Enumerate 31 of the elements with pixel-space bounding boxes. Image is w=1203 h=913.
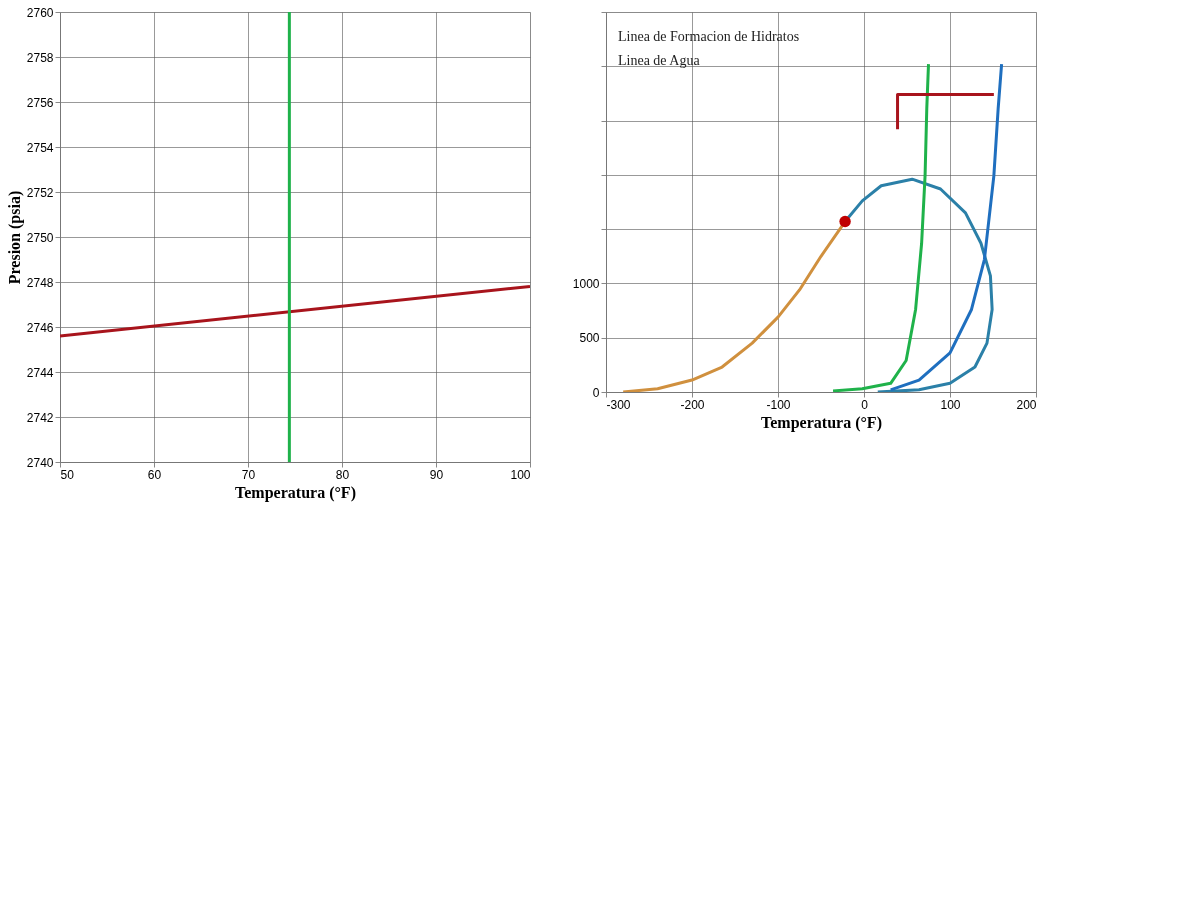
y-tick-label: 0 (592, 385, 600, 400)
y-axis-title: Presion (psia) (5, 190, 24, 285)
y-tick-label: 2740 (26, 455, 54, 470)
x-tick-label: 50 (60, 467, 75, 482)
y-tick-label: 2748 (26, 275, 54, 290)
x-tick-label: 70 (241, 467, 256, 482)
y-tick-label: 2750 (26, 230, 54, 245)
x-tick-label: 200 (1016, 397, 1037, 412)
x-axis-title: Temperatura (°F) (235, 483, 356, 502)
y-tick-label: 1000 (572, 276, 600, 291)
y-tick-label: 2756 (26, 95, 54, 110)
x-tick-label: 100 (940, 397, 961, 412)
x-tick-label: 0 (861, 397, 869, 412)
x-tick-label: -200 (680, 397, 705, 412)
x-tick-label: 90 (429, 467, 444, 482)
y-tick-label: 2760 (26, 5, 54, 20)
y-tick-label: 2746 (26, 320, 54, 335)
y-tick-label: 2754 (26, 140, 54, 155)
y-tick-label: 2744 (26, 365, 54, 380)
y-tick-label: 2742 (26, 410, 54, 425)
annotation: Linea de Agua (618, 53, 701, 68)
x-tick-label: -300 (606, 397, 631, 412)
y-tick-label: 2752 (26, 185, 54, 200)
y-tick-label: 2758 (26, 50, 54, 65)
x-tick-label: 80 (335, 467, 350, 482)
y-tick-label: 500 (579, 331, 600, 346)
x-tick-label: 100 (510, 467, 531, 482)
x-axis-title: Temperatura (°F) (761, 413, 882, 432)
annotation: Linea de Formacion de Hidratos (618, 29, 800, 44)
x-tick-label: -100 (766, 397, 791, 412)
x-tick-label: 60 (147, 467, 162, 482)
